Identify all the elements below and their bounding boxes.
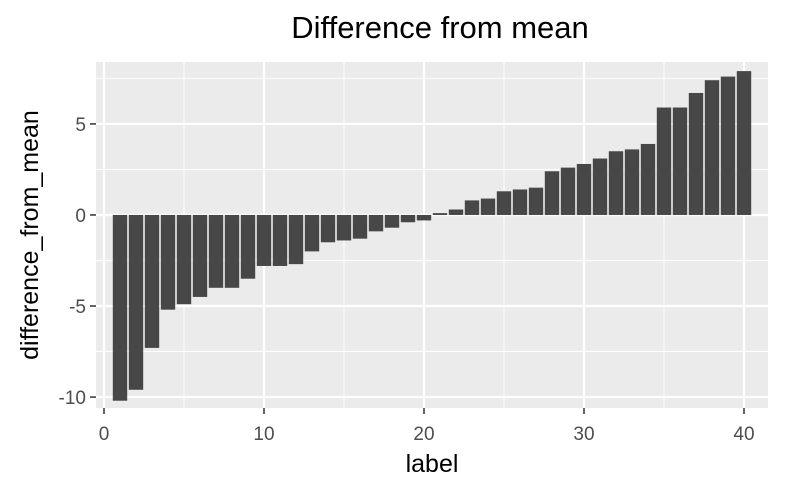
bar-37 — [688, 92, 704, 215]
y-tick-label: -10 — [59, 388, 86, 409]
bar-31 — [592, 158, 608, 215]
x-tick-label: 30 — [573, 424, 594, 445]
bars — [112, 71, 752, 401]
x-tick-label: 20 — [413, 424, 434, 445]
x-tick-label: 0 — [99, 424, 110, 445]
bar-20 — [416, 214, 432, 221]
bar-30 — [576, 163, 592, 215]
bar-7 — [208, 214, 224, 288]
bar-10 — [256, 214, 272, 266]
bar-12 — [288, 214, 304, 265]
y-tick-label: 0 — [75, 206, 86, 227]
bar-35 — [656, 107, 672, 215]
bar-34 — [640, 143, 656, 215]
bar-11 — [272, 214, 288, 266]
bar-1 — [112, 214, 128, 401]
bar-33 — [624, 149, 640, 215]
bar-9 — [240, 214, 256, 279]
bar-22 — [448, 209, 464, 215]
bar-39 — [720, 76, 736, 215]
y-axis: -10 -5 0 5 — [59, 115, 96, 409]
bar-15 — [336, 214, 352, 241]
bar-17 — [368, 214, 384, 232]
bar-19 — [400, 214, 416, 223]
bar-16 — [352, 214, 368, 239]
bar-26 — [512, 189, 528, 215]
bar-2 — [128, 214, 144, 390]
bar-8 — [224, 214, 240, 288]
bar-40 — [736, 71, 752, 215]
bar-6 — [192, 214, 208, 297]
bar-32 — [608, 151, 624, 215]
bar-23 — [464, 200, 480, 215]
chart-title: Difference from mean — [291, 10, 589, 45]
bar-38 — [704, 80, 720, 215]
bar-36 — [672, 107, 688, 215]
y-tick-label: 5 — [75, 115, 86, 136]
bar-25 — [496, 191, 512, 215]
bar-13 — [304, 214, 320, 252]
bar-29 — [560, 167, 576, 215]
bar-3 — [144, 214, 160, 348]
y-axis-title: difference_from_mean — [16, 110, 44, 360]
x-tick-label: 40 — [733, 424, 754, 445]
x-tick-label: 10 — [253, 424, 274, 445]
bar-18 — [384, 214, 400, 228]
bar-4 — [160, 214, 176, 310]
y-tick-label: -5 — [69, 297, 86, 318]
bar-24 — [480, 198, 496, 215]
bar-5 — [176, 214, 192, 305]
plot-panel — [96, 62, 768, 408]
x-axis: 0 10 20 30 40 — [99, 408, 755, 445]
bar-14 — [320, 214, 336, 243]
x-axis-title: label — [406, 450, 459, 478]
bar-21 — [432, 213, 448, 215]
bar-28 — [544, 171, 560, 215]
bar-27 — [528, 187, 544, 215]
